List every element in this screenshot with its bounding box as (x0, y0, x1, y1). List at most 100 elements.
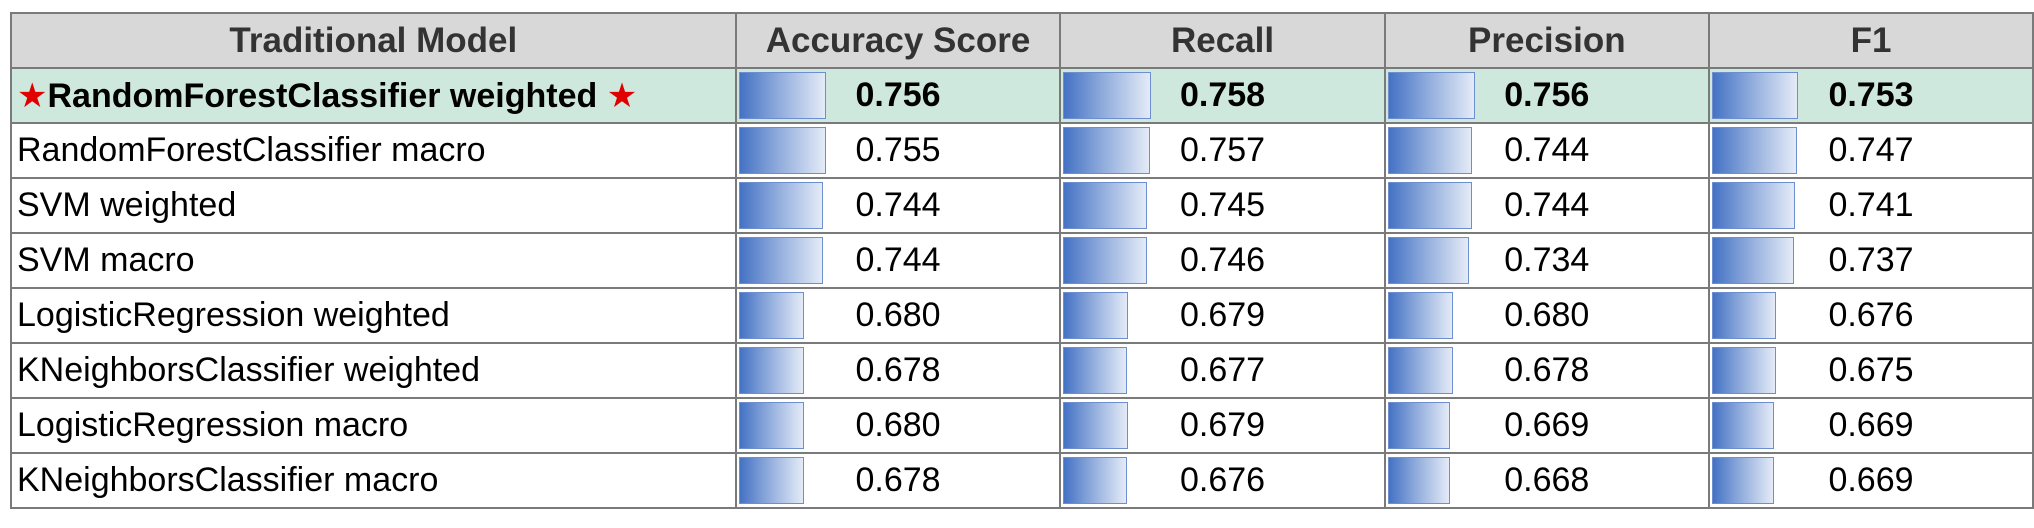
accuracy-value: 0.680 (855, 296, 941, 334)
f1-cell: 0.669 (1708, 397, 2034, 454)
data-bar (1387, 292, 1453, 339)
recall-cell: 0.679 (1059, 397, 1386, 454)
data-bar (1387, 182, 1472, 229)
recall-cell: 0.757 (1059, 122, 1386, 179)
precision-cell: 0.680 (1383, 287, 1711, 344)
star-icon: ★ (17, 76, 48, 115)
data-bar (738, 182, 823, 229)
accuracy-value: 0.756 (855, 76, 941, 114)
precision-value: 0.678 (1504, 351, 1590, 389)
header-row: Traditional Model Accuracy Score Recall … (10, 12, 2034, 69)
data-bar (1712, 292, 1776, 339)
accuracy-value: 0.744 (855, 186, 941, 224)
data-bar (1063, 72, 1152, 119)
recall-value: 0.745 (1179, 186, 1266, 224)
table-row: SVM weighted 0.744 0.745 0.744 0.741 (10, 177, 2034, 234)
model-name: RandomForestClassifier weighted (47, 76, 598, 115)
f1-cell: 0.675 (1708, 342, 2034, 399)
model-name-cell: KNeighborsClassifier weighted (10, 342, 737, 399)
model-name: LogisticRegression macro (17, 406, 409, 444)
f1-cell: 0.669 (1708, 452, 2034, 509)
recall-cell: 0.679 (1059, 287, 1386, 344)
f1-cell: 0.676 (1708, 287, 2034, 344)
data-bar (1387, 127, 1472, 174)
data-bar (1712, 402, 1774, 449)
model-name-cell: ★RandomForestClassifier weighted ★ (10, 67, 737, 124)
data-bar (1063, 402, 1129, 449)
data-bar (738, 72, 826, 119)
accuracy-cell: 0.744 (734, 232, 1062, 289)
precision-value: 0.744 (1504, 186, 1590, 224)
f1-value: 0.676 (1828, 296, 1914, 334)
data-bar (738, 402, 804, 449)
data-bar (738, 237, 823, 284)
accuracy-cell: 0.678 (734, 342, 1062, 399)
model-name: LogisticRegression weighted (17, 296, 450, 334)
precision-cell: 0.668 (1383, 452, 1711, 509)
accuracy-cell: 0.744 (734, 177, 1062, 234)
accuracy-value: 0.755 (855, 131, 941, 169)
accuracy-cell: 0.755 (734, 122, 1062, 179)
recall-value: 0.679 (1179, 406, 1266, 444)
f1-cell: 0.753 (1708, 67, 2034, 124)
f1-value: 0.753 (1828, 76, 1914, 114)
recall-cell: 0.745 (1059, 177, 1386, 234)
data-bar (1387, 347, 1453, 394)
header-f1: F1 (1708, 12, 2034, 69)
f1-cell: 0.747 (1708, 122, 2034, 179)
precision-value: 0.756 (1504, 76, 1590, 114)
recall-value: 0.676 (1179, 461, 1266, 499)
model-name-cell: KNeighborsClassifier macro (10, 452, 737, 509)
precision-value: 0.744 (1504, 131, 1590, 169)
accuracy-cell: 0.680 (734, 397, 1062, 454)
model-metrics-table: Traditional Model Accuracy Score Recall … (10, 12, 2034, 509)
accuracy-value: 0.678 (855, 351, 941, 389)
f1-value: 0.675 (1828, 351, 1914, 389)
data-bar (738, 347, 804, 394)
data-bar (1712, 127, 1797, 174)
f1-value: 0.669 (1828, 461, 1914, 499)
header-precision: Precision (1383, 12, 1711, 69)
data-bar (1387, 402, 1450, 449)
precision-cell: 0.756 (1383, 67, 1711, 124)
accuracy-value: 0.680 (855, 406, 941, 444)
model-name-cell: SVM weighted (10, 177, 737, 234)
data-bar (1712, 457, 1774, 504)
table-row: ★RandomForestClassifier weighted ★ 0.756 0… (10, 67, 2034, 124)
f1-value: 0.669 (1828, 406, 1914, 444)
data-bar (1063, 127, 1151, 174)
precision-cell: 0.678 (1383, 342, 1711, 399)
recall-value: 0.757 (1179, 131, 1266, 169)
data-bar (1063, 347, 1128, 394)
precision-value: 0.668 (1504, 461, 1590, 499)
table-row: KNeighborsClassifier weighted 0.678 0.677 0… (10, 342, 2034, 399)
f1-cell: 0.737 (1708, 232, 2034, 289)
table-row: KNeighborsClassifier macro 0.678 0.676 0.66… (10, 452, 2034, 509)
data-bar (738, 127, 826, 174)
model-name-cell: RandomForestClassifier macro (10, 122, 737, 179)
accuracy-value: 0.744 (855, 241, 941, 279)
header-recall: Recall (1059, 12, 1386, 69)
data-bar (1063, 292, 1129, 339)
data-bar (1387, 237, 1469, 284)
model-name: SVM weighted (17, 186, 237, 224)
model-name-cell: LogisticRegression macro (10, 397, 737, 454)
data-bar (1387, 72, 1475, 119)
data-bar (738, 457, 804, 504)
precision-value: 0.680 (1504, 296, 1590, 334)
precision-value: 0.669 (1504, 406, 1590, 444)
table-body: ★RandomForestClassifier weighted ★ 0.756 0… (10, 67, 2034, 509)
table-row: SVM macro 0.744 0.746 0.734 0.737 (10, 232, 2034, 289)
precision-cell: 0.744 (1383, 177, 1711, 234)
model-name: KNeighborsClassifier weighted (17, 351, 481, 389)
data-bar (1712, 347, 1776, 394)
f1-cell: 0.741 (1708, 177, 2034, 234)
recall-cell: 0.746 (1059, 232, 1386, 289)
data-bar (1712, 237, 1794, 284)
model-name: RandomForestClassifier macro (17, 131, 486, 169)
recall-cell: 0.758 (1059, 67, 1386, 124)
recall-value: 0.679 (1179, 296, 1266, 334)
model-name: SVM macro (17, 241, 195, 279)
f1-value: 0.741 (1828, 186, 1914, 224)
recall-cell: 0.676 (1059, 452, 1386, 509)
